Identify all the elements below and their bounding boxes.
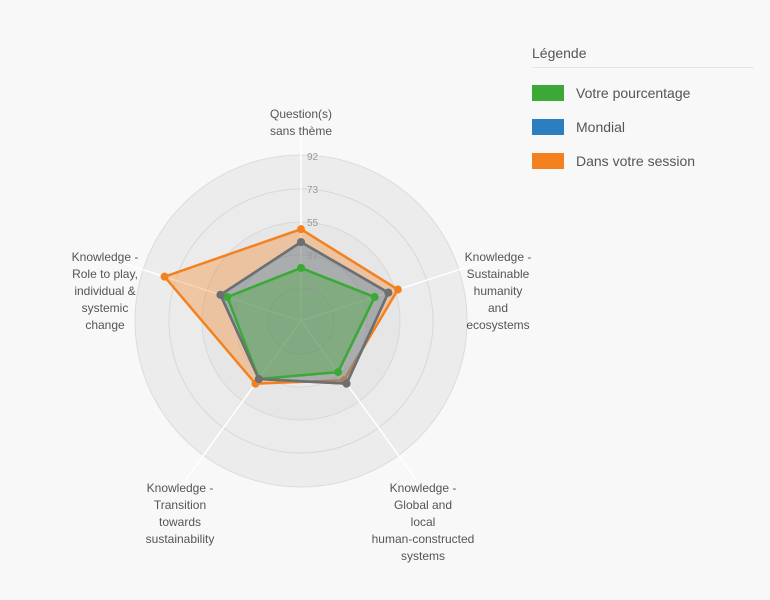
axis-spoke [185,320,302,481]
series-point-mondial-overlay [216,290,225,299]
series-point-dans-votre-session [160,272,169,281]
series-point-dans-votre-session [393,285,402,294]
legend-swatch-votre-pourcentage [532,85,564,101]
series-point-mondial-overlay [342,379,351,388]
series-line-mondial [219,240,390,385]
legend: Légende Votre pourcentage Mondial Dans v… [532,45,754,178]
series-area-votre-pourcentage [226,266,376,381]
legend-label: Mondial [576,119,626,135]
axis-label: Question(s) sans thème [269,107,333,138]
series-point-mondial-overlay [297,238,305,247]
series-point-votre-pourcentage [223,293,232,302]
axis-spoke [300,320,417,481]
axis-label: Knowledge - Sustainable humanity and eco… [464,250,532,332]
legend-label: Votre pourcentage [576,85,691,101]
series-point-mondial-overlay [384,288,393,297]
series-point-votre-pourcentage [297,263,305,272]
tick-label: 55 [307,218,319,229]
tick-label: 92 [307,152,319,163]
tick-label: 18 [307,284,319,295]
axis-label: Knowledge - Global and local human-const… [371,481,475,563]
legend-swatch-dans-votre-session [532,153,564,169]
legend-label: Dans votre session [576,153,696,169]
axis-spoke [114,259,302,322]
legend-item-mondial[interactable]: Mondial [532,110,754,144]
legend-item-dans-votre-session[interactable]: Dans votre session [532,144,754,178]
axis-label: Knowledge - Role to play, individual & s… [71,250,139,332]
tick-label: 73 [307,185,319,196]
legend-title: Légende [532,45,754,68]
series-point-votre-pourcentage [334,368,343,377]
series-point-dans-votre-session [297,225,305,234]
legend-item-votre-pourcentage[interactable]: Votre pourcentage [532,76,754,110]
tick-label: 37 [307,251,319,262]
legend-swatch-mondial [532,119,564,135]
axis-label: Knowledge - Transition towards sustainab… [145,481,215,546]
series-point-votre-pourcentage [370,293,379,302]
series-point-mondial-overlay [254,375,263,384]
